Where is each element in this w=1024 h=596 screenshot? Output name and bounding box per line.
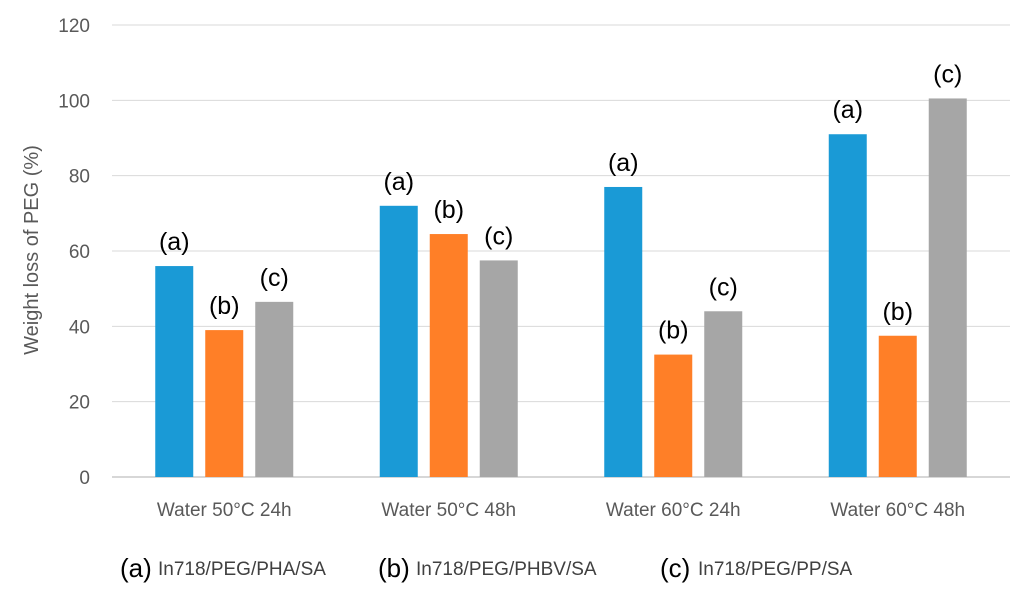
bar-b-3: [654, 354, 693, 477]
legend-key: (b): [378, 553, 410, 583]
bar-c-1: [255, 301, 294, 477]
data-label: (c): [260, 264, 289, 292]
bar-a-1: [155, 266, 194, 477]
bar-a-3: [604, 186, 643, 477]
bar-b-2: [429, 234, 468, 477]
x-tick-label: Water 60°C 48h: [830, 500, 965, 521]
y-tick-label: 60: [69, 242, 90, 263]
y-tick-label: 120: [58, 16, 90, 37]
data-labels: (a) (b) (c) (a) (b) (c) (a) (b) (c) (a) (b) (c): [159, 60, 962, 344]
bar-c-4: [928, 98, 967, 477]
bar-c-3: [704, 311, 743, 477]
y-tick-label: 0: [79, 468, 90, 489]
data-label: (c): [484, 222, 513, 250]
data-label: (b): [882, 298, 913, 326]
legend-label: In718/PEG/PHA/SA: [158, 559, 326, 580]
x-tick-label: Water 60°C 24h: [606, 500, 741, 521]
data-label: (a): [159, 228, 190, 256]
x-tick-label: Water 50°C 24h: [157, 500, 292, 521]
legend-key: (a): [120, 553, 152, 583]
legend: (a) In718/PEG/PHA/SA (b) In718/PEG/PHBV/SA(…: [120, 553, 853, 583]
bar-a-4: [828, 134, 867, 477]
y-tick-label: 80: [69, 167, 90, 188]
bar-b-4: [878, 335, 917, 477]
x-tick-label: Water 50°C 48h: [381, 500, 516, 521]
legend-entry-b: (b) In718/PEG/PHBV/SA: [378, 553, 597, 583]
bars: [155, 98, 967, 478]
y-axis-ticks: 0 20 40 60 80 100 120: [58, 16, 90, 489]
x-axis-categories: Water 50°C 24h Water 50°C 48h Water 60°C 2…: [157, 500, 965, 521]
y-tick-label: 40: [69, 317, 90, 338]
data-label: (a): [608, 149, 639, 177]
data-label: (c): [709, 273, 738, 301]
legend-key: (c): [660, 553, 690, 583]
bar-a-2: [379, 205, 418, 478]
y-tick-label: 100: [58, 91, 90, 112]
data-label: (b): [658, 317, 689, 345]
legend-entry-a: (a) In718/PEG/PHA/SA: [120, 553, 326, 583]
data-label: (b): [433, 196, 464, 224]
y-axis-label: Weight loss of PEG (%): [21, 145, 43, 355]
bar-b-1: [205, 330, 244, 477]
data-label: (b): [209, 292, 240, 320]
data-label: (a): [383, 168, 414, 196]
gridlines: [112, 24, 1010, 478]
legend-label: In718/PEG/PP/SA: [698, 559, 853, 580]
legend-label: In718/PEG/PHBV/SA: [416, 559, 597, 580]
y-tick-label: 20: [69, 393, 90, 414]
data-label: (a): [832, 96, 863, 124]
data-label: (c): [933, 60, 962, 88]
legend-entry-c: (c) In718/PEG/PP/SA: [660, 553, 853, 583]
bar-c-2: [479, 260, 518, 477]
